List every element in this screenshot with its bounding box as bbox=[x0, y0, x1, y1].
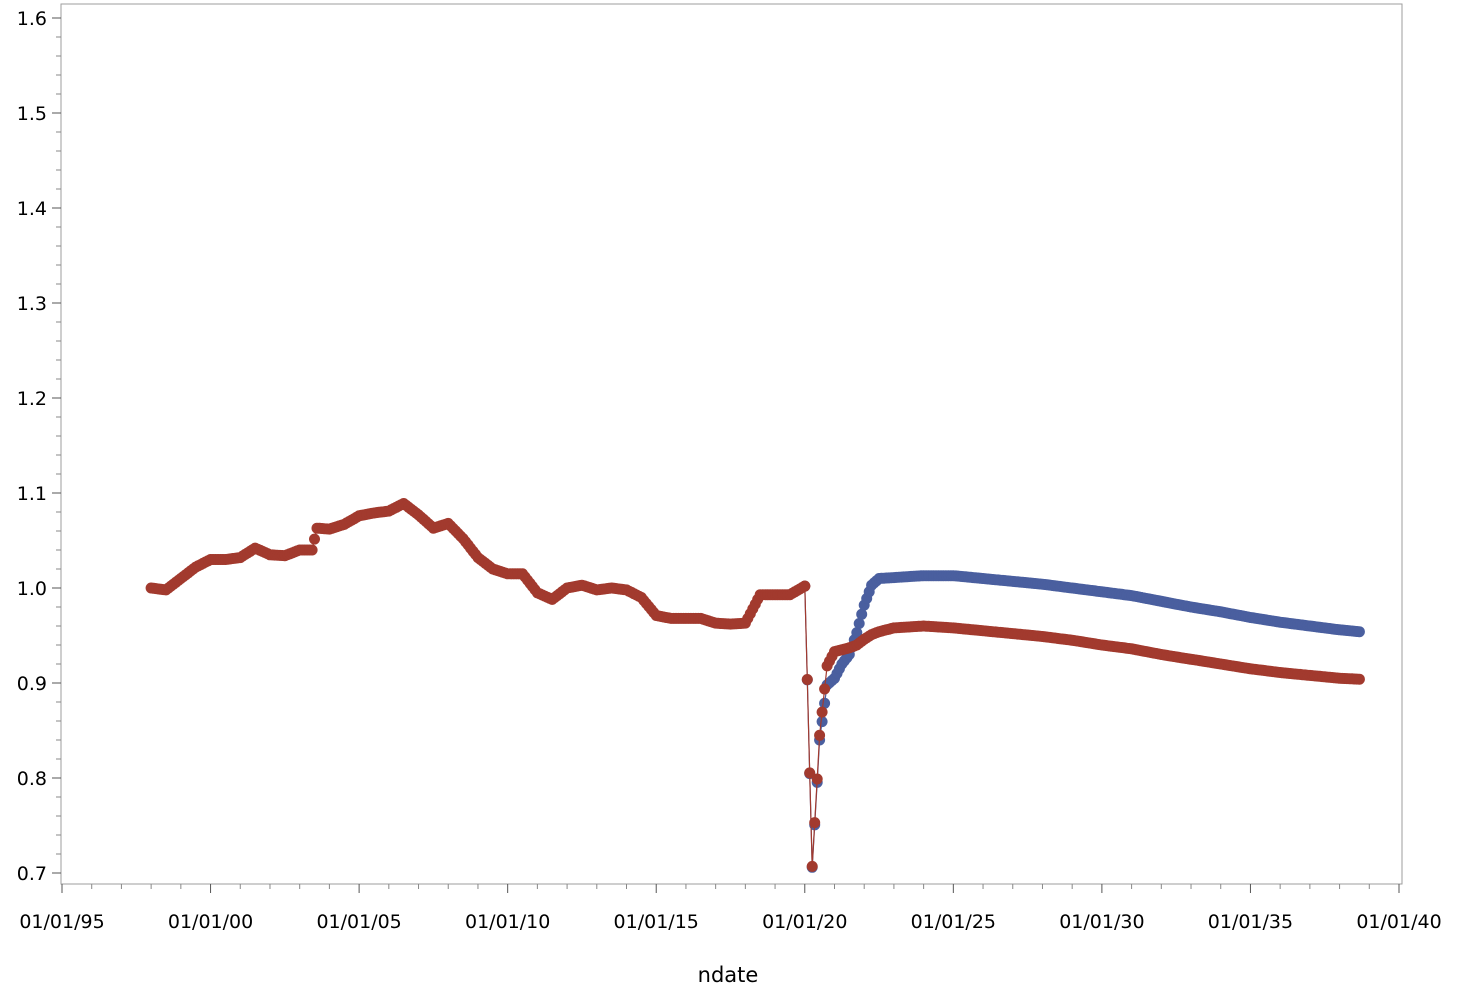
x-tick-label: 01/01/40 bbox=[1356, 911, 1441, 933]
y-tick-label: 1.2 bbox=[17, 388, 47, 410]
x-tick-label: 01/01/30 bbox=[1059, 911, 1144, 933]
x-tick-label: 01/01/15 bbox=[614, 911, 699, 933]
x-axis-title: ndate bbox=[698, 963, 759, 987]
y-tick-label: 0.8 bbox=[17, 768, 47, 790]
series-red-marker bbox=[801, 673, 813, 685]
series-red-marker bbox=[809, 817, 821, 829]
series-blue-marker bbox=[1353, 626, 1365, 638]
series-history bbox=[145, 497, 811, 630]
y-tick-label: 1.1 bbox=[17, 483, 47, 505]
series-red-marker bbox=[804, 767, 816, 779]
x-tick-label: 01/01/95 bbox=[19, 911, 104, 933]
series-red-marker bbox=[806, 860, 818, 872]
y-tick-label: 0.9 bbox=[17, 673, 47, 695]
series-blue-marker bbox=[853, 617, 865, 629]
series-red bbox=[799, 580, 1365, 872]
y-tick-label: 1.5 bbox=[17, 103, 47, 125]
x-axis: 01/01/95 01/01/00 01/01/05 01/01/10 01/01/15… bbox=[19, 884, 1442, 933]
series-red-marker bbox=[799, 580, 811, 592]
x-tick-label: 01/01/25 bbox=[911, 911, 996, 933]
series-red-marker bbox=[819, 683, 831, 695]
series-blue-marker bbox=[856, 608, 868, 620]
x-tick-label: 01/01/20 bbox=[762, 911, 847, 933]
y-axis: 0.7 0.8 0.9 1.0 1.1 1.2 1.3 1.4 1.5 1.6 bbox=[17, 8, 61, 885]
y-tick-label: 1.6 bbox=[17, 8, 47, 30]
x-tick-label: 01/01/00 bbox=[168, 911, 253, 933]
series-red-marker bbox=[811, 773, 823, 785]
x-tick-label: 01/01/35 bbox=[1208, 911, 1293, 933]
series-history-marker bbox=[306, 544, 318, 556]
y-tick-label: 1.0 bbox=[17, 578, 47, 600]
series-red-marker bbox=[814, 729, 826, 741]
series-layer bbox=[145, 497, 1365, 873]
x-tick-label: 01/01/10 bbox=[465, 911, 550, 933]
series-red-marker bbox=[1353, 673, 1365, 685]
y-tick-label: 1.3 bbox=[17, 293, 47, 315]
series-red-marker bbox=[816, 706, 828, 718]
series-blue bbox=[799, 570, 1365, 873]
series-history-marker bbox=[308, 533, 320, 545]
y-tick-label: 1.4 bbox=[17, 198, 47, 220]
plot-frame bbox=[60, 3, 1403, 885]
series-blue-marker bbox=[816, 716, 828, 728]
y-tick-label: 0.7 bbox=[17, 863, 47, 885]
x-tick-label: 01/01/05 bbox=[316, 911, 401, 933]
